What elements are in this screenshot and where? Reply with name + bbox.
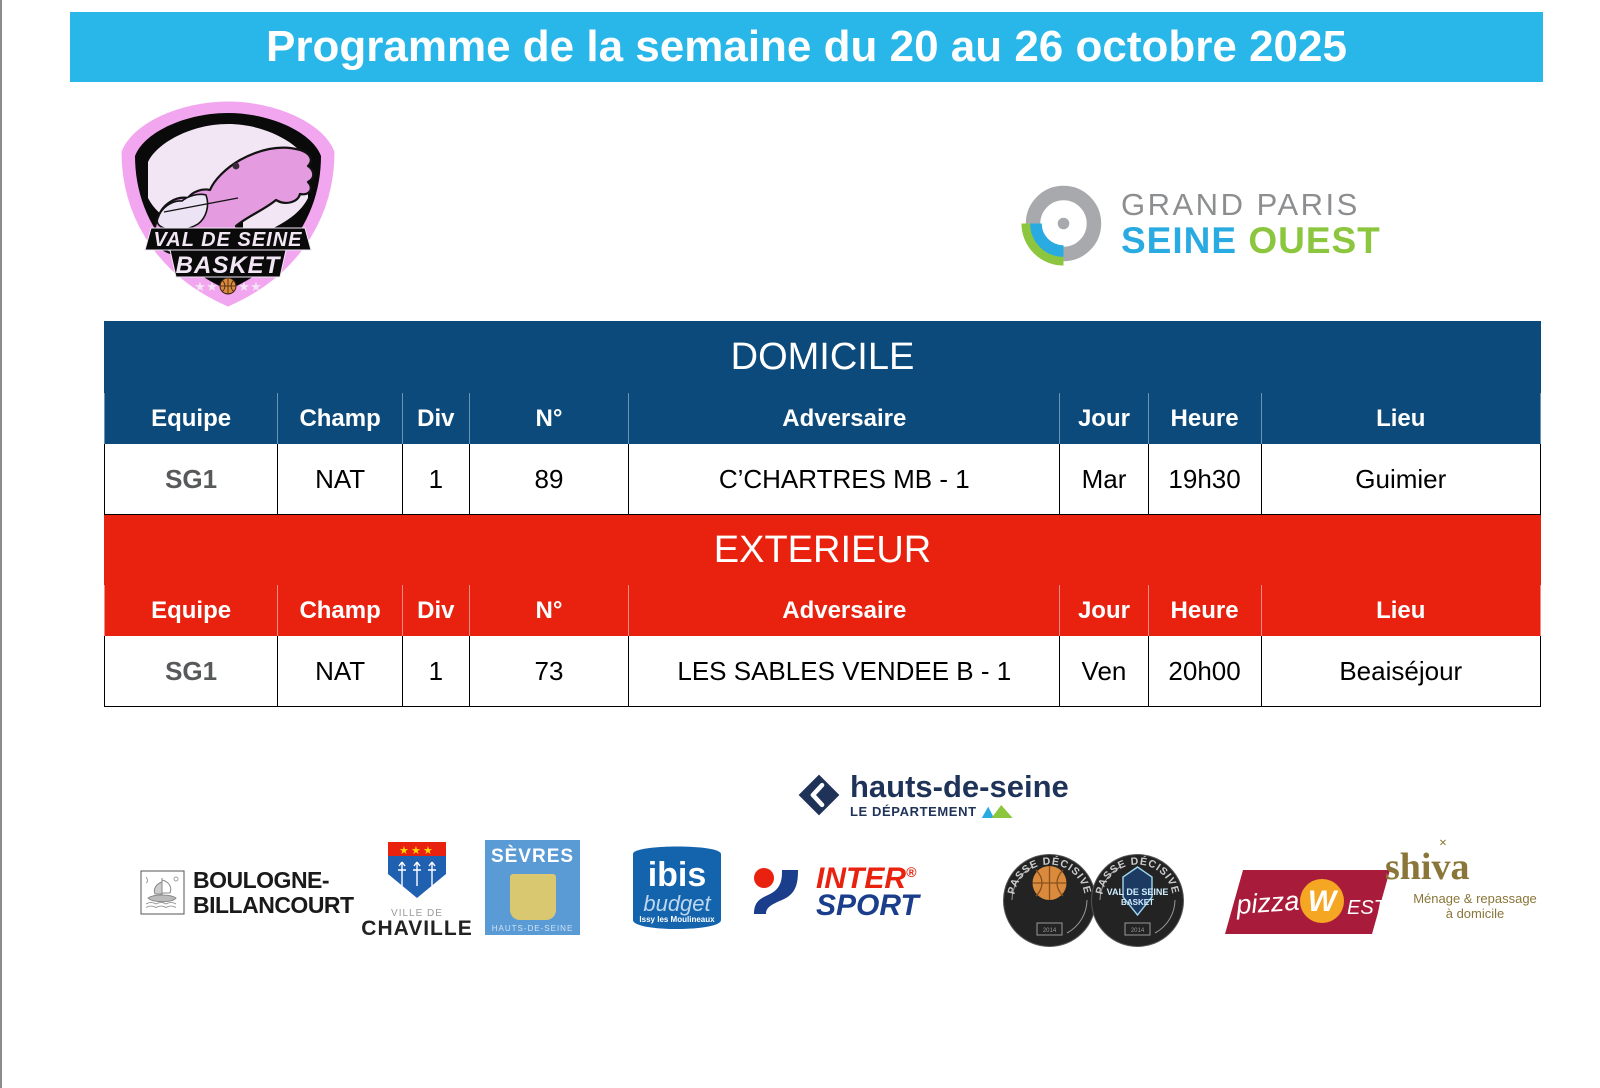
svg-text:pizza: pizza [1234, 886, 1300, 920]
svg-text:2014: 2014 [1131, 928, 1145, 934]
svg-text:★: ★ [238, 279, 250, 294]
svg-text:2014: 2014 [1043, 928, 1057, 934]
svg-text:★: ★ [423, 845, 433, 857]
svg-text:★: ★ [206, 279, 218, 294]
svg-text:★: ★ [399, 845, 409, 857]
svg-text:BASKET: BASKET [1121, 898, 1154, 907]
svg-text:★: ★ [250, 279, 262, 294]
svg-text:EST: EST [1347, 897, 1388, 919]
svg-text:budget: budget [643, 891, 711, 916]
svg-text:VAL DE SEINE: VAL DE SEINE [1107, 887, 1169, 897]
svg-text:VAL DE SEINE: VAL DE SEINE [153, 229, 302, 251]
svg-text:★: ★ [411, 845, 421, 857]
svg-text:Issy les Moulineaux: Issy les Moulineaux [639, 915, 715, 924]
svg-text:★: ★ [194, 279, 206, 294]
svg-text:BASKET: BASKET [176, 252, 282, 279]
svg-text:W: W [1308, 885, 1339, 918]
svg-text:ibis: ibis [648, 856, 707, 894]
